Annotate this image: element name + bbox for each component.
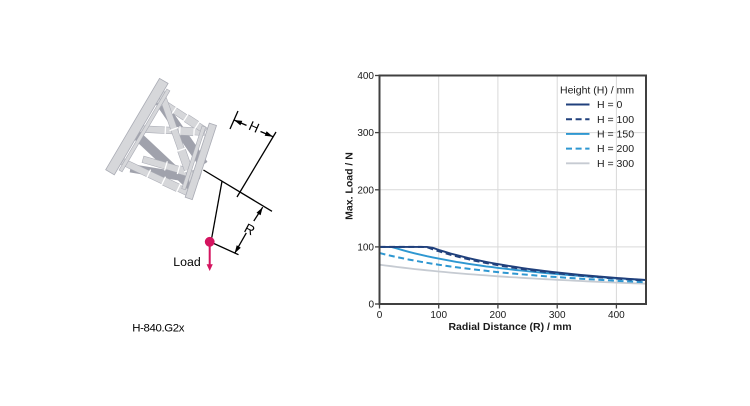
svg-text:Height (H) / mm: Height (H) / mm — [560, 85, 634, 97]
svg-text:H = 100: H = 100 — [597, 114, 634, 126]
svg-text:0: 0 — [368, 300, 374, 311]
svg-text:0: 0 — [377, 310, 383, 321]
svg-text:H = 200: H = 200 — [597, 143, 634, 155]
svg-text:100: 100 — [430, 310, 447, 321]
svg-text:300: 300 — [357, 128, 374, 139]
svg-text:Load: Load — [173, 255, 201, 269]
svg-text:400: 400 — [608, 310, 625, 321]
svg-text:400: 400 — [357, 71, 374, 82]
svg-text:200: 200 — [357, 185, 374, 196]
svg-text:H-840.G2x: H-840.G2x — [132, 323, 185, 335]
svg-text:H = 0: H = 0 — [597, 99, 623, 111]
svg-text:300: 300 — [549, 310, 566, 321]
svg-text:100: 100 — [357, 243, 374, 254]
svg-text:Max. Load / N: Max. Load / N — [344, 152, 356, 220]
svg-text:Radial Distance (R) / mm: Radial Distance (R) / mm — [448, 321, 571, 333]
svg-text:H = 150: H = 150 — [597, 129, 634, 141]
svg-text:H = 300: H = 300 — [597, 158, 634, 170]
svg-text:200: 200 — [490, 310, 507, 321]
